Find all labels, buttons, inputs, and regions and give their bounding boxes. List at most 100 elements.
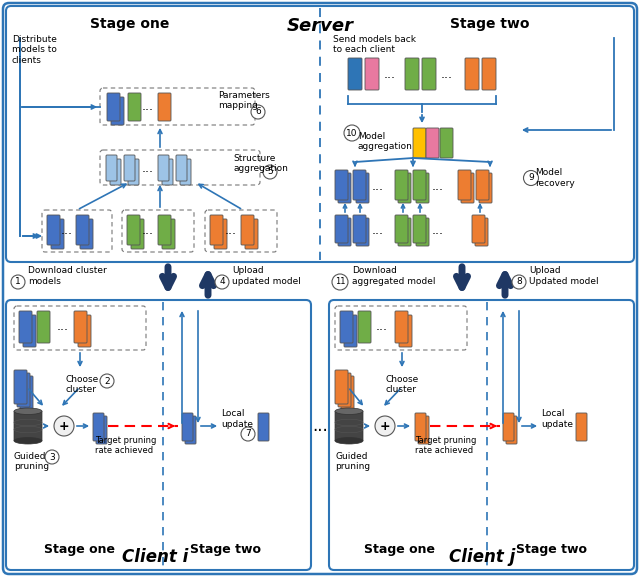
Text: ...: ... (432, 223, 444, 237)
FancyBboxPatch shape (413, 128, 426, 158)
FancyBboxPatch shape (338, 373, 351, 407)
Text: 8: 8 (516, 278, 522, 287)
Text: Stage two: Stage two (516, 543, 588, 556)
FancyBboxPatch shape (74, 311, 87, 343)
Circle shape (332, 274, 348, 290)
FancyBboxPatch shape (76, 215, 89, 245)
Text: Stage one: Stage one (90, 17, 170, 31)
Circle shape (524, 170, 538, 185)
Text: Target pruning
rate achieved: Target pruning rate achieved (95, 436, 156, 455)
Text: 11: 11 (335, 278, 345, 287)
Text: Upload
Updated model: Upload Updated model (529, 267, 598, 286)
FancyBboxPatch shape (23, 315, 36, 347)
FancyBboxPatch shape (399, 315, 412, 347)
Text: Stage two: Stage two (451, 17, 530, 31)
FancyBboxPatch shape (506, 416, 517, 444)
Text: Guided
pruning: Guided pruning (335, 452, 370, 471)
FancyBboxPatch shape (14, 411, 42, 441)
FancyBboxPatch shape (100, 88, 255, 125)
FancyBboxPatch shape (185, 416, 196, 444)
Text: 3: 3 (49, 452, 55, 462)
FancyBboxPatch shape (465, 58, 479, 90)
FancyBboxPatch shape (482, 58, 496, 90)
FancyBboxPatch shape (416, 173, 429, 203)
FancyBboxPatch shape (47, 215, 60, 245)
FancyBboxPatch shape (358, 311, 371, 343)
FancyBboxPatch shape (472, 215, 485, 243)
FancyBboxPatch shape (335, 170, 348, 200)
Text: +: + (380, 419, 390, 433)
Circle shape (512, 275, 526, 289)
Text: 9: 9 (528, 174, 534, 182)
Text: Target pruning
rate achieved: Target pruning rate achieved (415, 436, 476, 455)
Text: Stage two: Stage two (189, 543, 260, 556)
FancyBboxPatch shape (415, 413, 426, 441)
FancyBboxPatch shape (348, 58, 362, 90)
Ellipse shape (335, 437, 363, 444)
FancyBboxPatch shape (475, 218, 488, 246)
FancyBboxPatch shape (245, 219, 258, 249)
Circle shape (344, 125, 360, 141)
Text: Local
update: Local update (221, 409, 253, 429)
FancyBboxPatch shape (17, 373, 30, 407)
FancyBboxPatch shape (461, 173, 474, 203)
FancyBboxPatch shape (503, 413, 514, 441)
FancyBboxPatch shape (128, 93, 141, 121)
FancyBboxPatch shape (205, 210, 277, 252)
FancyBboxPatch shape (128, 159, 139, 185)
FancyBboxPatch shape (458, 170, 471, 200)
Text: ...: ... (372, 223, 384, 237)
Ellipse shape (335, 408, 363, 414)
FancyBboxPatch shape (51, 219, 64, 249)
FancyBboxPatch shape (422, 58, 436, 90)
FancyBboxPatch shape (338, 218, 351, 246)
FancyBboxPatch shape (356, 173, 369, 203)
FancyBboxPatch shape (214, 219, 227, 249)
Text: Download cluster
models: Download cluster models (28, 267, 107, 286)
FancyBboxPatch shape (96, 416, 107, 444)
FancyBboxPatch shape (106, 155, 117, 181)
Circle shape (241, 427, 255, 441)
FancyBboxPatch shape (398, 218, 411, 246)
Text: ...: ... (376, 320, 388, 334)
FancyBboxPatch shape (476, 170, 489, 200)
Text: Model
aggregation: Model aggregation (358, 132, 413, 151)
FancyBboxPatch shape (426, 128, 439, 158)
Text: ...: ... (225, 224, 237, 238)
Text: ...: ... (142, 100, 154, 114)
Text: Download
aggregated model: Download aggregated model (352, 267, 435, 286)
FancyBboxPatch shape (356, 218, 369, 246)
FancyBboxPatch shape (395, 170, 408, 200)
Circle shape (263, 165, 277, 179)
FancyBboxPatch shape (241, 215, 254, 245)
FancyBboxPatch shape (6, 6, 634, 262)
FancyBboxPatch shape (440, 128, 453, 158)
FancyBboxPatch shape (162, 219, 175, 249)
FancyBboxPatch shape (418, 416, 429, 444)
FancyBboxPatch shape (19, 311, 32, 343)
Text: ...: ... (384, 68, 396, 81)
FancyBboxPatch shape (122, 210, 194, 252)
FancyBboxPatch shape (335, 411, 363, 441)
FancyBboxPatch shape (20, 376, 33, 410)
Text: Parameters
mapping: Parameters mapping (218, 91, 269, 110)
Text: Distribute
models to
clients: Distribute models to clients (12, 35, 57, 65)
FancyBboxPatch shape (176, 155, 187, 181)
FancyBboxPatch shape (405, 58, 419, 90)
FancyBboxPatch shape (100, 150, 260, 185)
FancyBboxPatch shape (395, 215, 408, 243)
Circle shape (100, 374, 114, 388)
Text: Server: Server (287, 17, 353, 35)
Circle shape (215, 275, 229, 289)
FancyBboxPatch shape (210, 215, 223, 245)
FancyBboxPatch shape (182, 413, 193, 441)
Text: Stage one: Stage one (365, 543, 435, 556)
FancyBboxPatch shape (158, 155, 169, 181)
FancyBboxPatch shape (37, 311, 50, 343)
Text: ...: ... (57, 320, 69, 334)
FancyBboxPatch shape (335, 370, 348, 404)
Text: Client i: Client i (122, 548, 188, 566)
FancyBboxPatch shape (335, 306, 467, 350)
Text: Structure
aggregation: Structure aggregation (233, 154, 288, 174)
FancyBboxPatch shape (338, 173, 351, 203)
